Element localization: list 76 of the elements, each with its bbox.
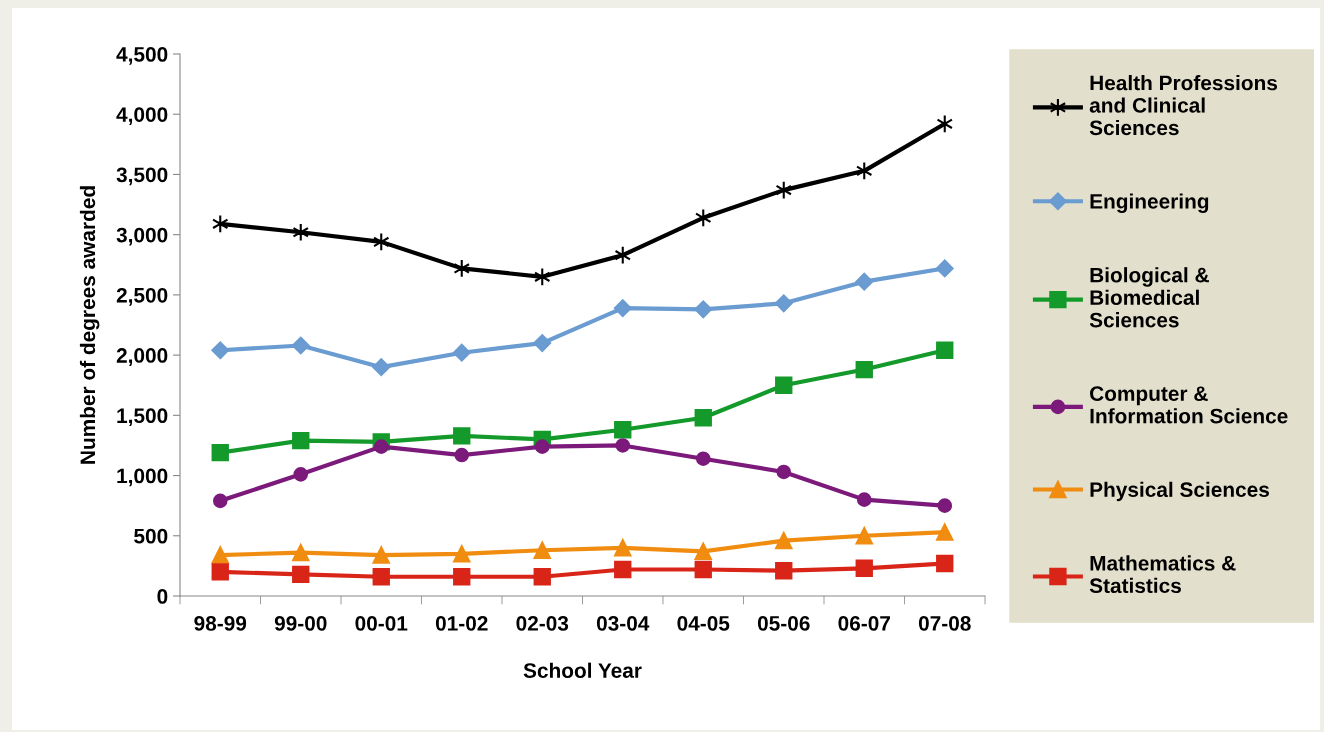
point [452, 343, 471, 362]
point [211, 341, 230, 360]
point [453, 545, 471, 563]
point [372, 568, 390, 586]
point [855, 360, 873, 379]
legend-label: Mathematics & Statistics [1089, 555, 1236, 594]
point [776, 464, 792, 480]
point [775, 376, 793, 394]
point [855, 527, 873, 545]
x-tick-label: 03-04 [596, 615, 650, 631]
point [775, 531, 793, 550]
y-tick-label: 2,000 [116, 348, 168, 366]
point [774, 294, 793, 313]
point [937, 498, 953, 513]
point [695, 451, 711, 466]
point [614, 539, 632, 557]
y-tick-label: 1,000 [117, 468, 168, 487]
point [211, 546, 229, 564]
point [935, 259, 954, 278]
point [856, 492, 872, 507]
y-tick-label: 2,500 [116, 287, 168, 306]
legend-label: Physical Sciences [1090, 481, 1269, 502]
x-tick-label: 00-01 [355, 615, 408, 631]
point [533, 541, 551, 559]
point [855, 559, 873, 577]
point [372, 546, 390, 564]
point [372, 358, 391, 377]
legend-label: Health Professions and Clinical Sciences [1089, 75, 1278, 136]
y-tick-label: 3,500 [116, 167, 168, 186]
y-tick-label: 4,500 [116, 47, 168, 65]
point [533, 334, 552, 352]
point [211, 443, 229, 462]
point [694, 409, 712, 427]
y-tick-label: 1,500 [117, 408, 168, 427]
x-tick-label: 05-06 [757, 615, 810, 631]
point [615, 438, 631, 453]
x-tick-label: 02-03 [516, 615, 569, 631]
point [292, 431, 310, 450]
point [212, 493, 228, 509]
x-axis-title: School Year [523, 662, 642, 678]
point [453, 568, 471, 586]
x-tick-label: 01-02 [435, 615, 488, 631]
y-tick-label: 4,000 [116, 107, 168, 125]
point [936, 341, 954, 359]
point [534, 439, 550, 454]
x-tick-label: 99-00 [274, 615, 327, 631]
y-tick-label: 3,000 [116, 227, 168, 246]
y-tick-label: 0 [157, 589, 168, 604]
point [373, 439, 389, 454]
point [291, 336, 310, 355]
x-tick-label: 06-07 [838, 615, 890, 631]
point [614, 421, 632, 439]
legend-label: Biological & Biomedical Sciences [1089, 267, 1209, 328]
point [694, 300, 713, 319]
x-tick-label: 07-08 [918, 615, 971, 631]
point [613, 299, 632, 318]
point [292, 543, 310, 562]
point [614, 560, 632, 579]
point [453, 427, 471, 445]
point [211, 563, 229, 581]
point [694, 542, 712, 561]
x-tick-label: 98-99 [194, 615, 247, 631]
legend-label: Engineering [1090, 193, 1209, 213]
y-tick-label: 500 [134, 528, 168, 544]
point [292, 565, 310, 583]
point [775, 562, 793, 580]
point [694, 560, 712, 579]
point [936, 523, 954, 541]
point [936, 554, 954, 573]
point [855, 272, 874, 291]
point [293, 467, 309, 482]
point [533, 568, 551, 586]
y-axis-title: Number of degrees awarded [79, 186, 100, 464]
x-tick-label: 04-05 [677, 615, 730, 631]
point [454, 447, 470, 463]
legend-label: Computer & Information Science [1090, 386, 1288, 424]
